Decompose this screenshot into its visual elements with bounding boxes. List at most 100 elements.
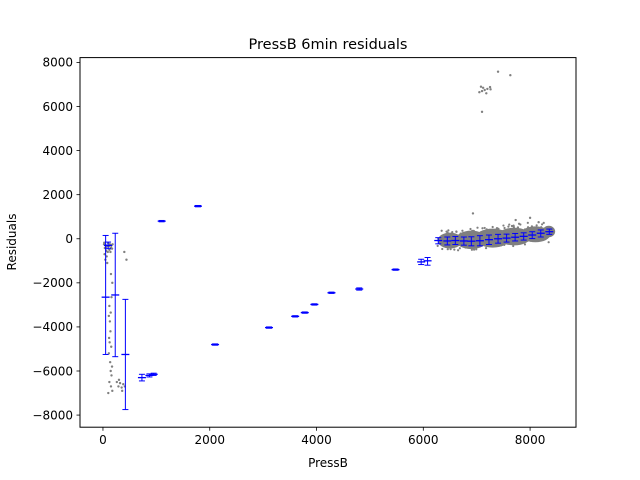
scatter-point (471, 212, 475, 215)
scatter-point (110, 365, 114, 368)
errorbar (467, 236, 476, 247)
scatter-point (117, 378, 121, 382)
scatter-point (502, 224, 505, 227)
scatter-point (475, 248, 478, 251)
scatter-point (118, 381, 122, 385)
scatter-point (479, 85, 483, 88)
scatter-point (481, 227, 484, 230)
scatter-point (458, 247, 461, 250)
y-tick-label: −2000 (32, 276, 73, 290)
errorbar (545, 228, 554, 235)
scatter-point (466, 246, 469, 249)
scatter-point (491, 225, 494, 229)
errorbar (451, 236, 460, 245)
scatter-point (453, 248, 456, 251)
scatter-point (108, 248, 111, 251)
scatter-point (115, 380, 119, 384)
errorbar (310, 303, 319, 306)
scatter-point (110, 247, 114, 250)
scatter-point (509, 74, 512, 77)
scatter-point (482, 237, 485, 240)
scatter-point (123, 250, 126, 254)
errorbar (300, 311, 309, 314)
scatter-point (108, 320, 112, 323)
scatter-point (446, 248, 449, 251)
errorbar (355, 287, 364, 291)
scatter-point (108, 360, 112, 364)
y-tick-label: 8000 (42, 56, 73, 70)
scatter-point (125, 258, 128, 261)
scatter-point (484, 246, 488, 250)
scatter-point (106, 261, 109, 265)
scatter-point (441, 247, 444, 251)
scatter-point (489, 88, 492, 91)
scatter-point (109, 272, 113, 276)
scatter-point (535, 224, 538, 227)
scatter-point (501, 230, 504, 233)
scatter-point (524, 228, 527, 231)
scatter-point (456, 249, 460, 252)
scatter-point (476, 226, 479, 229)
scatter-point (455, 230, 458, 233)
scatter-point (526, 226, 530, 229)
x-axis-ticks: 0 2000 4000 6000 8000 (99, 427, 545, 447)
scatter-point (495, 226, 499, 230)
scatter-point (490, 231, 493, 235)
y-tick-label: 2000 (42, 188, 73, 202)
scatter-point (508, 223, 511, 226)
errorbar (101, 234, 110, 355)
scatter-point (468, 237, 471, 240)
chart-title: PressB 6min residuals (249, 37, 408, 53)
scatter-point (440, 229, 443, 232)
scatter-point (447, 229, 450, 232)
scatter-point (117, 385, 120, 388)
scatter-point (107, 391, 110, 395)
scatter-point (110, 374, 113, 377)
scatter-point (107, 314, 111, 318)
scatter-point (516, 228, 519, 232)
scatter-point (468, 230, 471, 234)
scatter-point (512, 244, 515, 248)
scatter-point (483, 226, 486, 230)
scatter-point (528, 216, 532, 220)
scatter-point (481, 86, 485, 89)
x-axis-label: PressB (308, 456, 348, 470)
scatter-point (505, 230, 509, 233)
errorbar (104, 241, 113, 250)
errorbar (149, 372, 158, 376)
scatter-point (530, 225, 533, 228)
scatter-point (527, 228, 531, 231)
scatter-point (519, 223, 522, 226)
scatter-point (516, 226, 520, 229)
scatter-point (107, 336, 111, 340)
scatter-point (503, 243, 506, 247)
y-tick-label: 0 (65, 232, 73, 246)
y-axis-ticks: −8000 −6000 −4000 −2000 0 2000 4000 6000 8000 (32, 56, 80, 422)
scatter-point (533, 232, 536, 235)
scatter-point (107, 352, 111, 355)
scatter-point (504, 231, 507, 235)
errorbar (475, 235, 484, 247)
scatter-point (542, 221, 545, 224)
errorbar (519, 232, 528, 241)
scatter-point (500, 241, 504, 244)
errorbar (121, 298, 130, 411)
scatter-point (109, 250, 112, 254)
scatter-point (445, 245, 448, 248)
scatter-point (103, 241, 106, 244)
errorbar (265, 326, 274, 329)
scatter-point (457, 237, 460, 240)
scatter-point (541, 223, 544, 226)
errorbar (459, 236, 468, 246)
scatter-point (468, 243, 471, 246)
scatter-point (503, 226, 506, 230)
scatter-point (469, 227, 472, 231)
errorbar (391, 268, 400, 271)
scatter-point (515, 242, 519, 245)
errorbar (327, 291, 336, 294)
scatter-point (514, 218, 517, 222)
scatter-point (492, 232, 495, 235)
scatter-point (111, 389, 114, 393)
x-tick-label: 2000 (194, 433, 225, 447)
scatter-point (462, 245, 465, 248)
